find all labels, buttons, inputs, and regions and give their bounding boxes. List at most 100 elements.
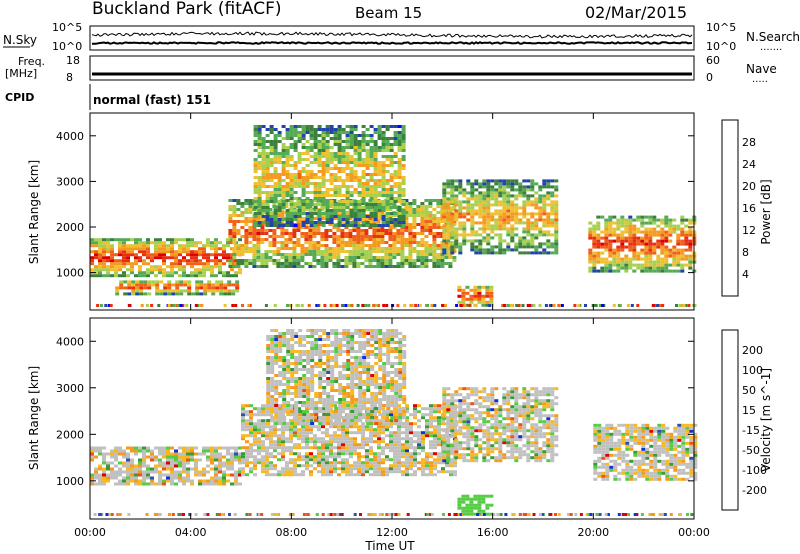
heatmap-cell bbox=[367, 304, 371, 307]
heatmap-cell bbox=[194, 458, 198, 462]
heatmap-cell bbox=[114, 238, 118, 242]
heatmap-cell bbox=[554, 206, 559, 210]
heatmap-cell bbox=[482, 218, 487, 222]
heatmap-cell bbox=[364, 250, 369, 253]
heatmap-cell bbox=[436, 199, 441, 202]
heatmap-cell bbox=[138, 244, 142, 248]
heatmap-cell bbox=[174, 458, 178, 462]
heatmap-cell bbox=[230, 455, 234, 459]
heatmap-cell bbox=[445, 464, 449, 468]
heatmap-cell bbox=[265, 152, 270, 155]
heatmap-cell bbox=[289, 209, 294, 212]
heatmap-cell bbox=[293, 434, 297, 438]
heatmap-cell bbox=[265, 224, 270, 227]
heatmap-cell bbox=[546, 191, 551, 195]
heatmap-cell bbox=[341, 467, 345, 471]
heatmap-cell bbox=[604, 242, 609, 246]
heatmap-cell bbox=[400, 256, 405, 259]
heatmap-cell bbox=[273, 212, 278, 215]
heatmap-cell bbox=[405, 422, 409, 426]
heatmap-cell bbox=[232, 238, 237, 241]
heatmap-cell bbox=[332, 253, 337, 256]
heatmap-cell bbox=[424, 241, 429, 244]
heatmap-cell bbox=[210, 244, 214, 248]
heatmap-cell bbox=[652, 230, 657, 234]
heatmap-cell bbox=[474, 194, 479, 198]
heatmap-cell bbox=[409, 461, 413, 465]
heatmap-cell bbox=[446, 236, 451, 240]
heatmap-cell bbox=[522, 230, 527, 234]
heatmap-cell bbox=[353, 212, 358, 215]
heatmap-cell bbox=[325, 164, 330, 167]
heatmap-cell bbox=[518, 194, 523, 198]
heatmap-cell bbox=[102, 250, 106, 254]
heatmap-cell bbox=[107, 304, 111, 307]
heatmap-cell bbox=[526, 197, 531, 201]
heatmap-cell bbox=[345, 206, 350, 209]
heatmap-cell bbox=[440, 265, 445, 268]
heatmap-cell bbox=[244, 211, 249, 214]
heatmap-cell bbox=[266, 401, 271, 404]
heatmap-cell bbox=[632, 242, 637, 246]
heatmap-cell bbox=[538, 215, 543, 219]
heatmap-cell bbox=[604, 227, 609, 231]
heatmap-cell bbox=[417, 446, 421, 450]
heatmap-cell bbox=[114, 470, 118, 474]
heatmap-cell bbox=[660, 269, 665, 273]
heatmap-cell bbox=[272, 235, 277, 238]
heatmap-cell bbox=[365, 425, 369, 429]
heatmap-cell bbox=[474, 233, 479, 237]
heatmap-cell bbox=[353, 209, 358, 212]
heatmap-cell bbox=[389, 437, 393, 441]
heatmap-cell bbox=[90, 274, 94, 278]
heatmap-cell bbox=[256, 235, 261, 238]
heatmap-cell bbox=[345, 470, 349, 474]
heatmap-cell bbox=[612, 233, 617, 237]
heatmap-cell bbox=[257, 458, 261, 462]
heatmap-cell bbox=[672, 224, 677, 228]
heatmap-cell bbox=[682, 304, 686, 307]
heatmap-cell bbox=[365, 443, 369, 447]
heatmap-cell bbox=[437, 461, 441, 465]
heatmap-cell bbox=[222, 446, 226, 450]
heatmap-cell bbox=[277, 473, 281, 477]
heatmap-cell bbox=[588, 230, 593, 234]
heatmap-cell bbox=[360, 256, 365, 259]
heatmap-cell bbox=[174, 449, 178, 453]
heatmap-cell bbox=[329, 194, 334, 197]
heatmap-cell bbox=[276, 262, 281, 265]
heatmap-cell bbox=[349, 455, 353, 459]
heatmap-cell bbox=[388, 244, 393, 247]
heatmap-cell bbox=[488, 304, 492, 307]
heatmap-cell bbox=[389, 158, 394, 161]
heatmap-cell bbox=[261, 182, 266, 185]
heatmap-cell bbox=[486, 191, 491, 195]
heatmap-cell bbox=[454, 194, 459, 198]
heatmap-cell bbox=[401, 449, 405, 453]
heatmap-cell bbox=[546, 224, 551, 228]
heatmap-cell bbox=[206, 464, 210, 468]
heatmap-cell bbox=[131, 289, 136, 293]
heatmap-cell bbox=[502, 224, 507, 228]
heatmap-cell bbox=[158, 253, 162, 257]
heatmap-cell bbox=[230, 452, 234, 456]
heatmap-cell bbox=[273, 304, 277, 307]
heatmap-cell bbox=[396, 247, 401, 250]
heatmap-cell bbox=[660, 257, 665, 261]
heatmap-cell bbox=[548, 304, 552, 307]
heatmap-cell bbox=[309, 419, 313, 423]
heatmap-cell bbox=[353, 176, 358, 179]
heatmap-cell bbox=[280, 232, 285, 235]
heatmap-cell bbox=[126, 256, 130, 260]
heatmap-cell bbox=[482, 182, 487, 186]
heatmap-cell bbox=[417, 431, 421, 435]
heatmap-cell bbox=[470, 230, 475, 234]
heatmap-cell bbox=[369, 125, 374, 128]
heatmap-cell bbox=[178, 250, 182, 254]
heatmap-cell bbox=[226, 256, 230, 260]
heatmap-cell bbox=[300, 250, 305, 253]
heatmap-cell bbox=[446, 182, 451, 186]
heatmap-cell bbox=[341, 161, 346, 164]
heatmap-cell bbox=[388, 247, 393, 250]
heatmap-cell bbox=[648, 260, 653, 264]
